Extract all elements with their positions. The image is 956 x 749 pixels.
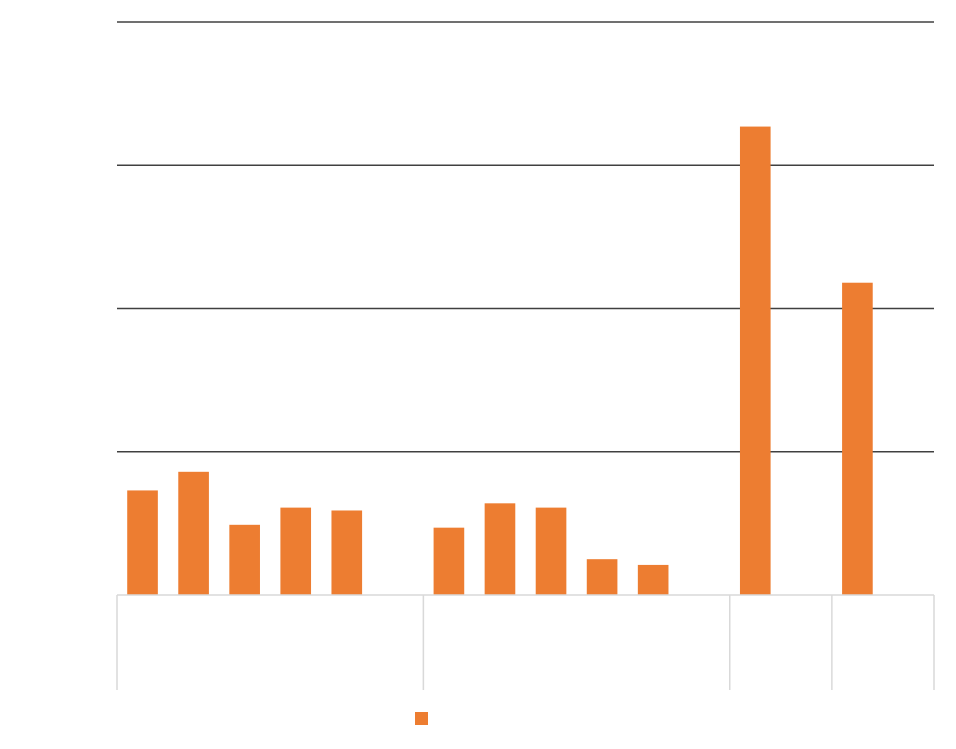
bar (331, 510, 363, 595)
bar (484, 503, 516, 595)
category-dividers (116, 594, 935, 690)
bars (127, 126, 873, 595)
bar (842, 282, 873, 595)
bar (127, 490, 158, 595)
bar (637, 564, 669, 595)
legend-swatch (415, 712, 428, 725)
bar (739, 126, 771, 595)
bar (586, 559, 618, 595)
gridlines (117, 21, 934, 453)
bar (178, 471, 209, 595)
legend (415, 712, 434, 725)
bar (433, 527, 465, 595)
bar (535, 507, 567, 595)
bar (229, 524, 260, 595)
bar (280, 507, 312, 595)
